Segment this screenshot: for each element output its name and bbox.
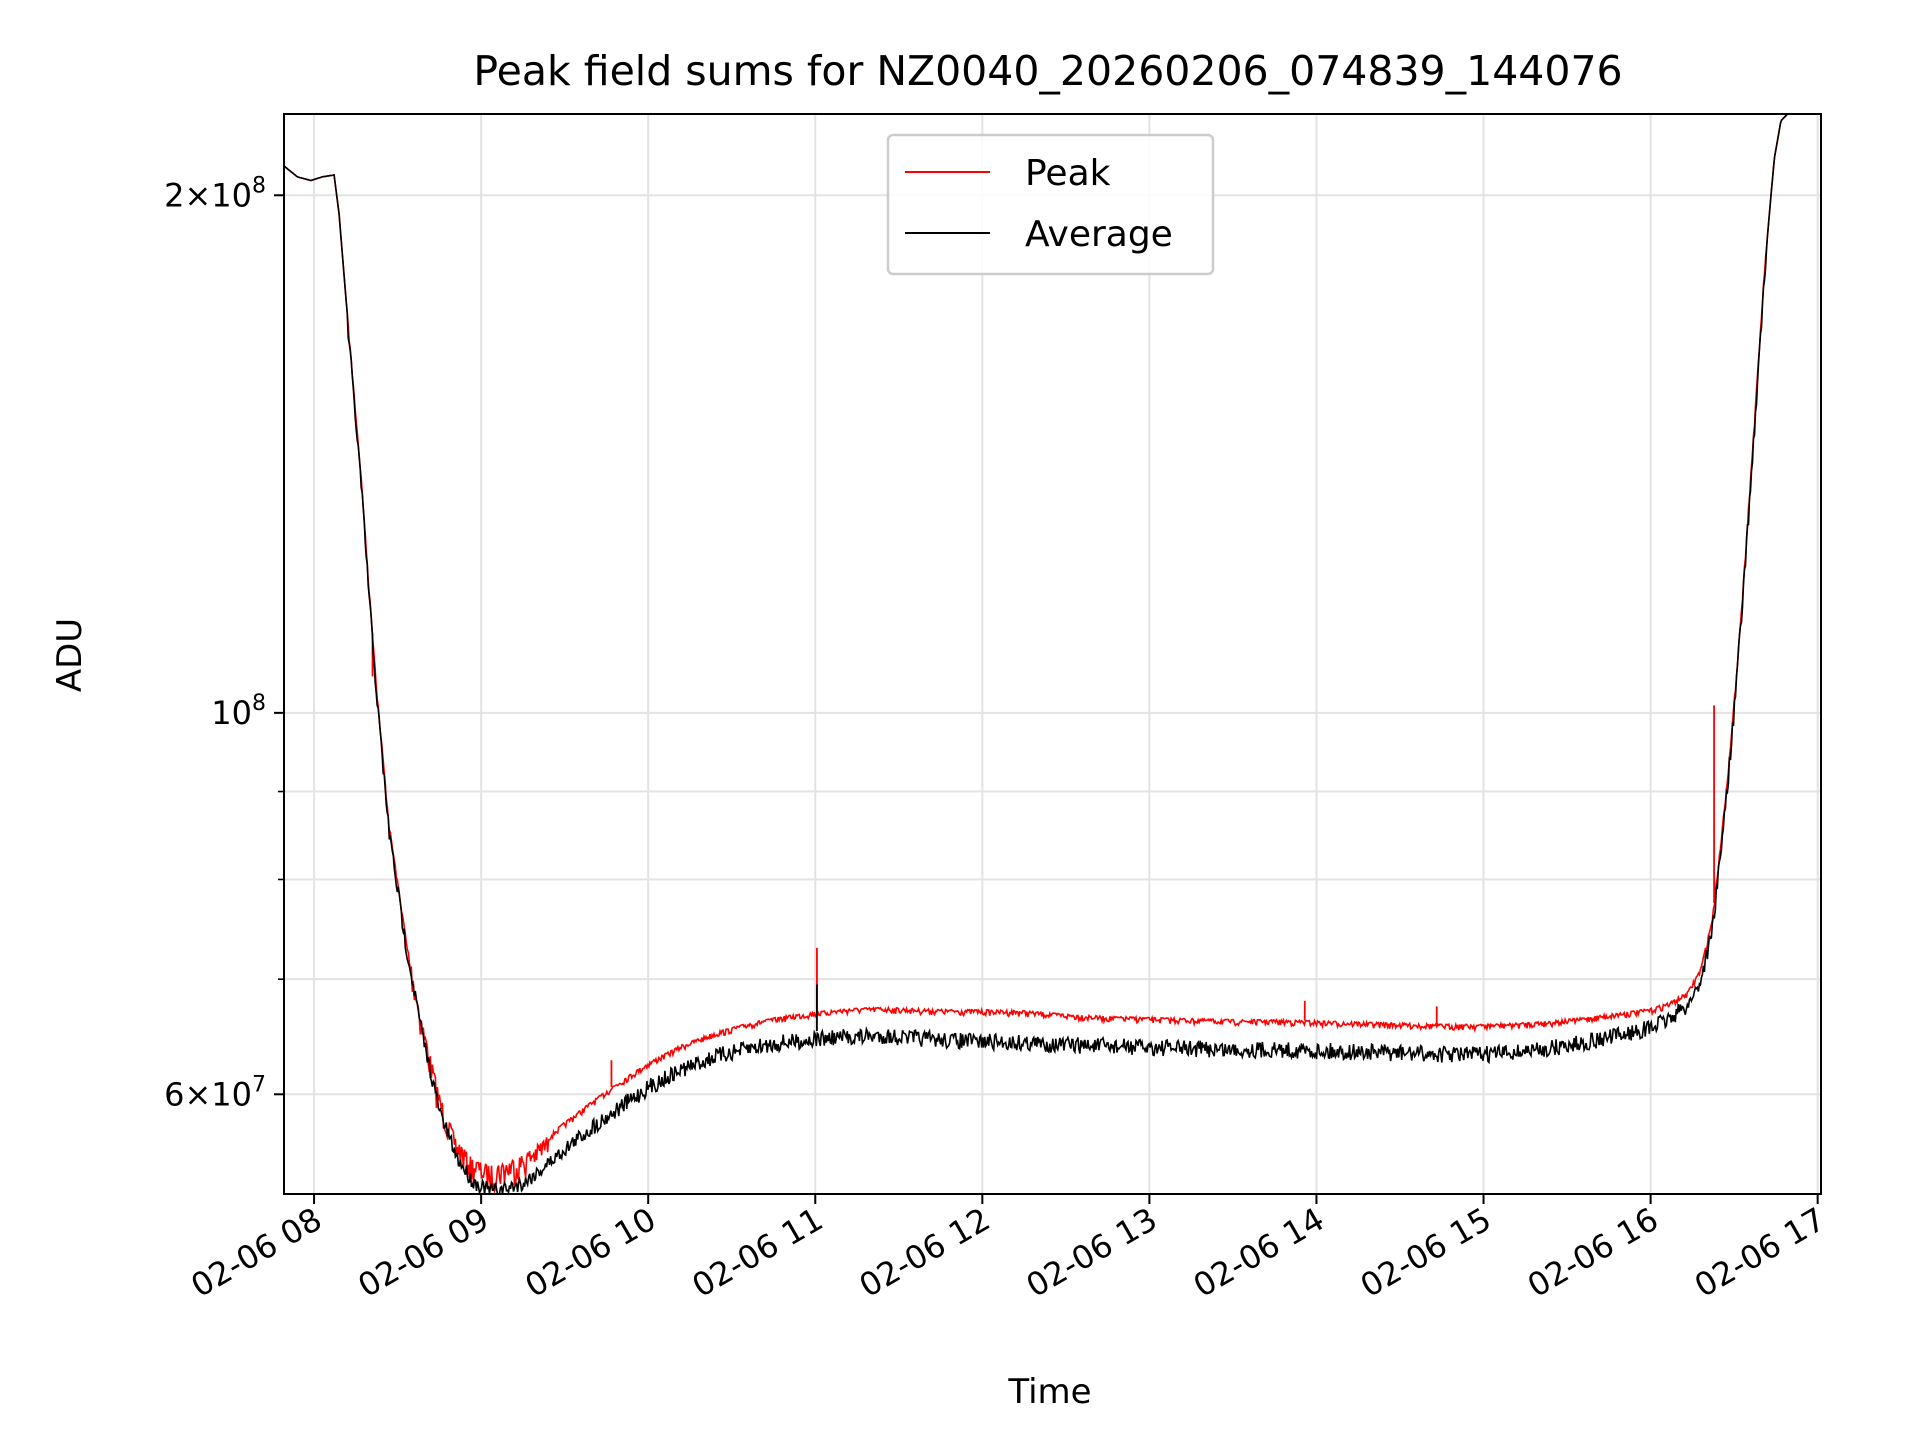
y-tick-label: 2×108	[164, 173, 266, 214]
series-line-average	[284, 114, 1821, 1194]
x-axis-label: Time	[1007, 1372, 1091, 1412]
legend-box	[886, 133, 1215, 276]
y-tick-label: 6×107	[164, 1072, 266, 1113]
axes-frame	[283, 113, 1822, 1195]
y-tick-label: 108	[211, 691, 266, 732]
legend: Peak Average	[886, 133, 1215, 276]
legend-label-peak: Peak	[1025, 153, 1111, 194]
chart-title: Peak field sums for NZ0040_20260206_0748…	[473, 47, 1622, 95]
series-line-peak	[284, 114, 1821, 1194]
plot-frame	[283, 113, 1822, 1195]
y-axis-label: ADU	[50, 618, 90, 692]
series-layer	[284, 114, 1821, 1194]
legend-label-average: Average	[1025, 214, 1173, 255]
